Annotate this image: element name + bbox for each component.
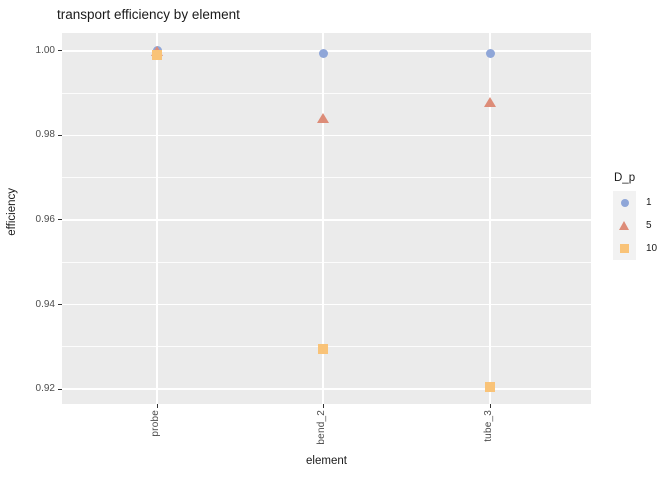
v-gridline: [489, 33, 491, 404]
h-gridline-major: [62, 219, 591, 221]
x-tick-mark: [489, 404, 491, 408]
h-gridline-minor: [62, 177, 591, 179]
legend-label: 10: [646, 243, 658, 254]
point-Dp1-tube_3: [485, 48, 495, 58]
legend-entries: 1 5 10: [600, 191, 672, 260]
y-tick-mark: [58, 388, 62, 390]
legend-marker-triangle: [619, 221, 629, 230]
legend-label: 5: [646, 220, 652, 231]
x-tick-mark: [322, 404, 324, 408]
x-tick-label: tube_3: [483, 410, 494, 442]
h-gridline-major: [62, 134, 591, 137]
legend-entry: 1: [600, 191, 672, 214]
legend-entry: 5: [600, 214, 672, 237]
y-tick-mark: [58, 134, 62, 136]
legend-title: D_p: [614, 172, 636, 184]
x-tick-label: bend_2: [316, 410, 327, 445]
y-tick-label: 1.00: [35, 44, 55, 56]
legend-entry: 10: [600, 237, 672, 260]
point-Dp5-bend_2: [317, 112, 329, 123]
y-tick-label: 0.96: [35, 213, 55, 225]
y-tick-mark: [58, 50, 62, 52]
point-Dp10-probe: [152, 49, 162, 60]
y-tick-label: 0.98: [35, 129, 55, 141]
point-Dp10-tube_3: [485, 382, 495, 393]
x-tick-label: probe: [150, 410, 161, 437]
legend-key: [613, 191, 636, 214]
legend-marker-circle: [620, 198, 629, 207]
h-gridline-minor: [62, 261, 591, 263]
x-axis-title: element: [306, 455, 347, 467]
x-tick-mark: [156, 404, 158, 408]
v-gridline: [322, 33, 324, 404]
h-gridline-minor: [62, 92, 591, 94]
legend-marker-square: [620, 244, 629, 253]
y-tick-mark: [58, 219, 62, 221]
point-Dp5-tube_3: [484, 97, 496, 108]
legend-key: [613, 237, 636, 260]
y-tick-mark: [58, 304, 62, 306]
y-tick-label: 0.92: [35, 383, 55, 395]
h-gridline-major: [62, 303, 591, 306]
h-gridline-major: [62, 388, 591, 390]
v-gridline: [156, 33, 158, 404]
point-Dp10-bend_2: [318, 344, 328, 355]
chart-title: transport efficiency by element: [57, 7, 240, 22]
legend-label: 1: [646, 197, 652, 208]
legend-key: [613, 214, 636, 237]
y-tick-label: 0.94: [35, 298, 55, 310]
point-Dp1-bend_2: [318, 48, 328, 58]
y-axis-title: efficiency: [6, 188, 18, 236]
plot-panel: [62, 33, 591, 404]
legend: D_p 1 5 10: [600, 172, 672, 260]
